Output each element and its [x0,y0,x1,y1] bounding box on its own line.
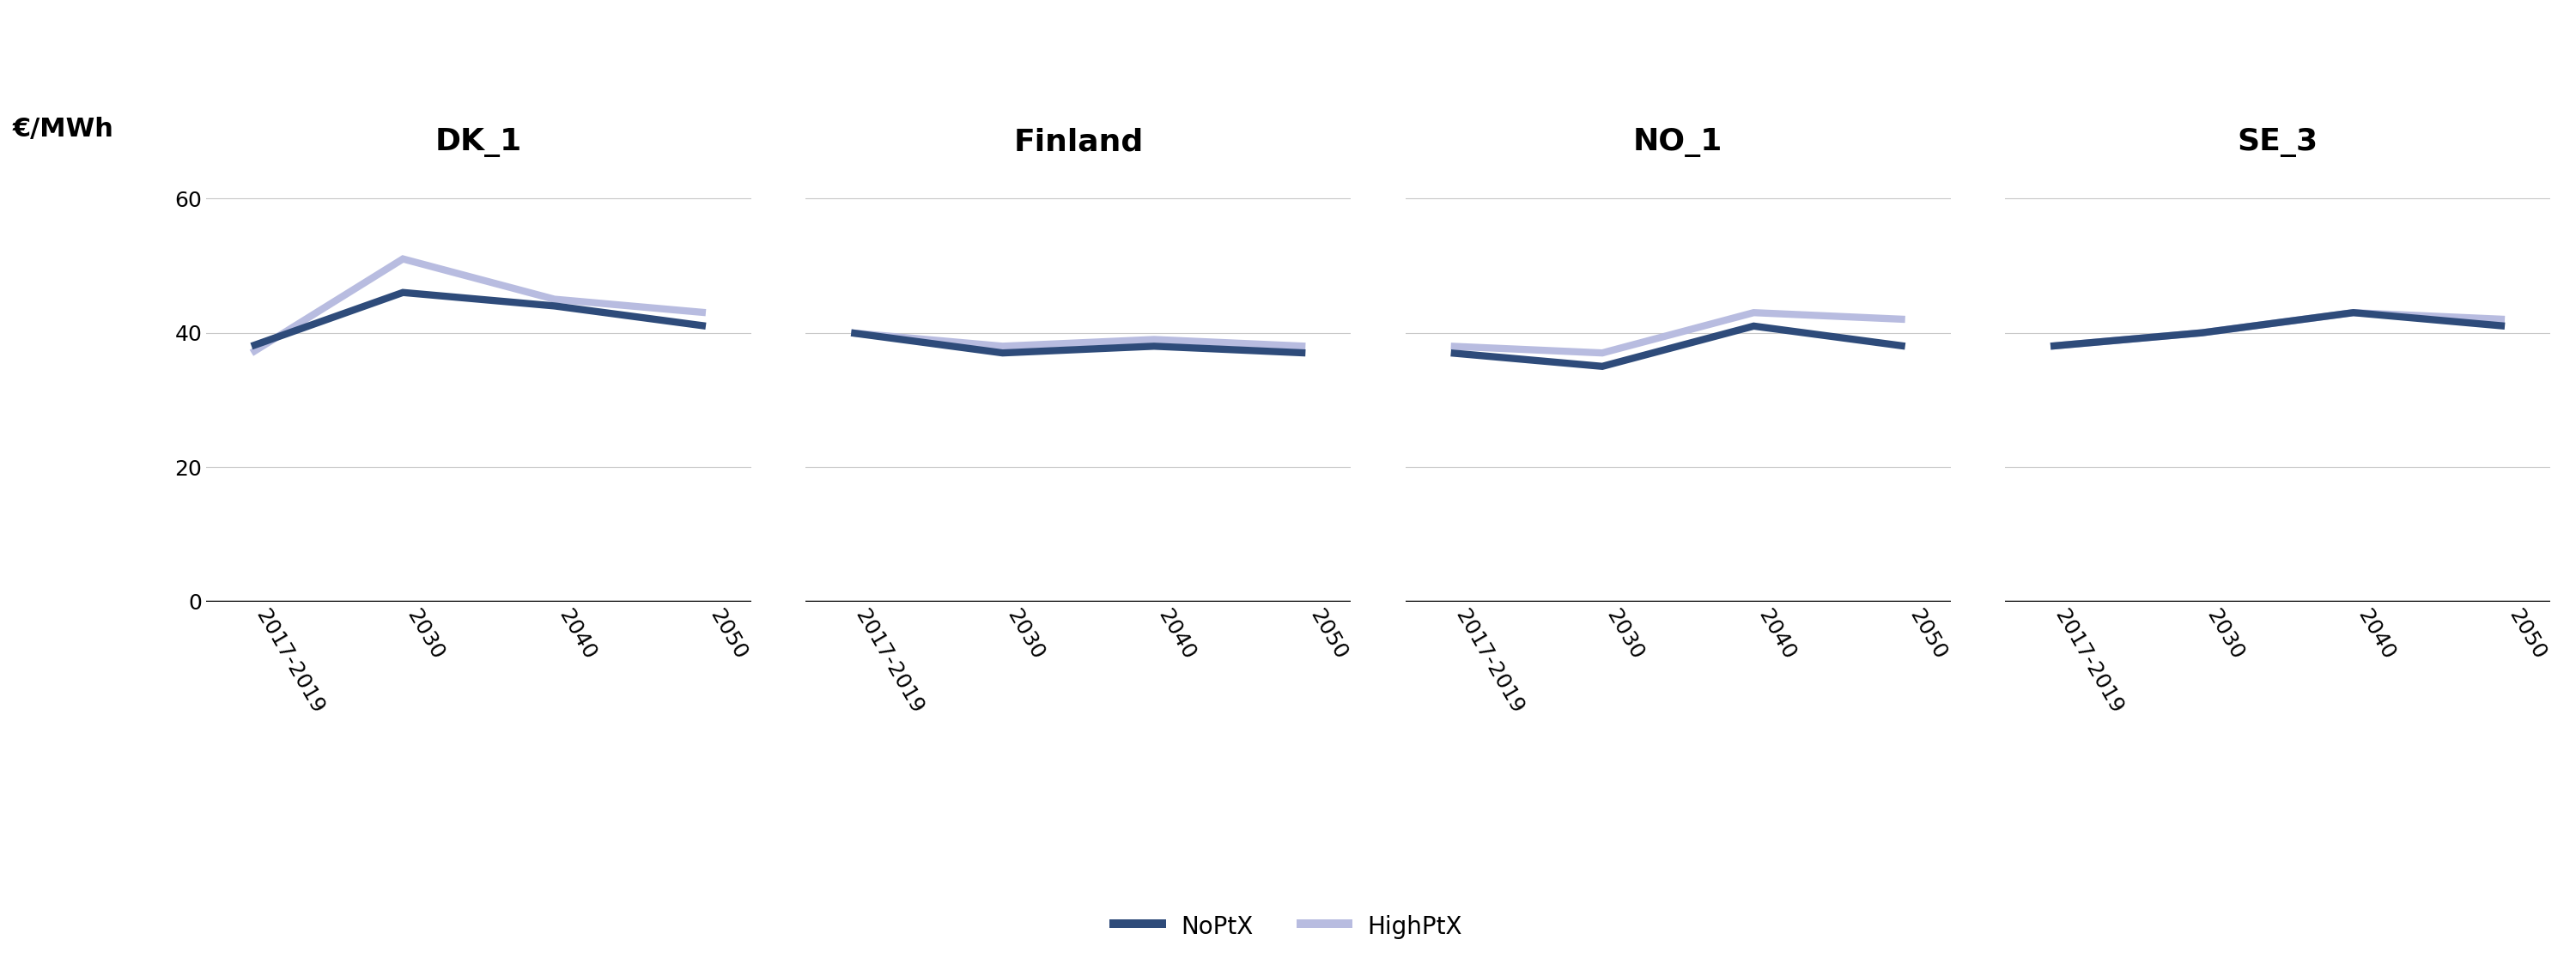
Title: DK_1: DK_1 [435,128,523,157]
Title: Finland: Finland [1012,127,1144,156]
Title: SE_3: SE_3 [2236,128,2318,157]
Title: NO_1: NO_1 [1633,128,1723,157]
Legend: NoPtX, HighPtX: NoPtX, HighPtX [1105,904,1471,949]
Text: €/MWh: €/MWh [13,116,113,142]
